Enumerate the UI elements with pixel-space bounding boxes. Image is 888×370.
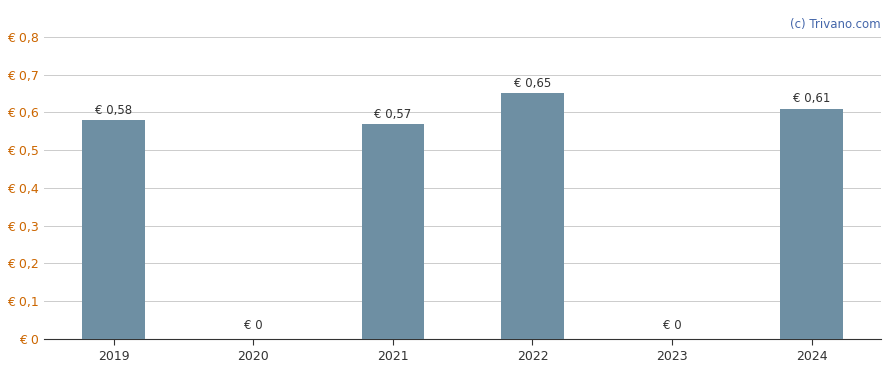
Text: € 0: € 0 bbox=[244, 319, 263, 332]
Bar bbox=[83, 120, 146, 339]
Text: (c) Trivano.com: (c) Trivano.com bbox=[790, 18, 881, 31]
Text: € 0,61: € 0,61 bbox=[793, 92, 830, 105]
Text: € 0,65: € 0,65 bbox=[514, 77, 551, 90]
Bar bbox=[501, 93, 564, 339]
Text: € 0,58: € 0,58 bbox=[95, 104, 132, 117]
Bar bbox=[361, 124, 424, 339]
Text: € 0,57: € 0,57 bbox=[375, 108, 411, 121]
Bar bbox=[781, 108, 843, 339]
Text: € 0: € 0 bbox=[662, 319, 681, 332]
